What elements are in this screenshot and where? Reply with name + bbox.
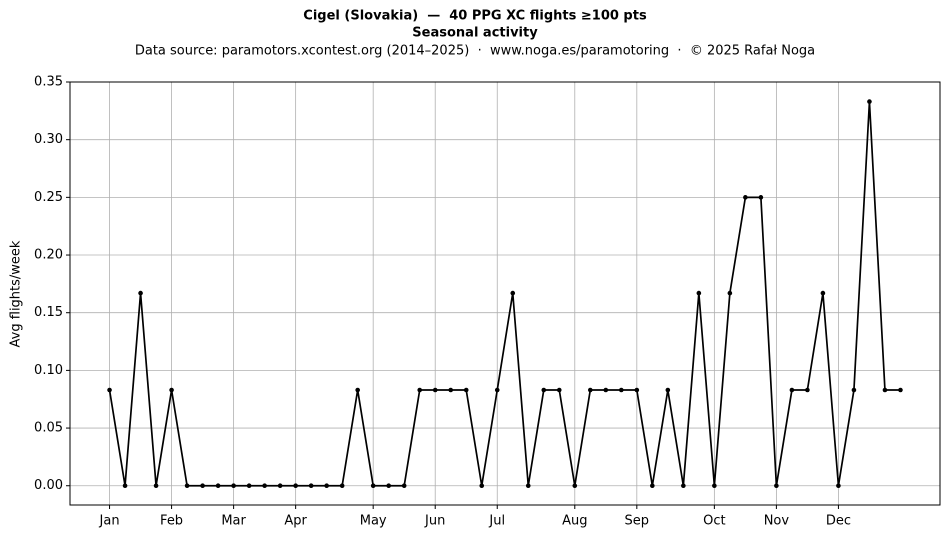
data-point — [386, 483, 391, 489]
data-point — [246, 483, 252, 489]
data-point — [681, 483, 686, 489]
x-tick-label: Dec — [826, 514, 851, 529]
data-point — [634, 387, 640, 393]
x-tick-label: Oct — [703, 514, 725, 529]
data-point — [153, 483, 159, 489]
data-point — [587, 387, 593, 393]
x-tick-label: Jan — [99, 514, 120, 529]
x-tick-label: Apr — [284, 514, 307, 529]
data-point — [370, 483, 376, 489]
y-tick-label: 0.30 — [34, 132, 63, 147]
data-point — [293, 483, 298, 489]
data-point — [308, 483, 314, 489]
data-point — [712, 483, 717, 489]
data-line — [108, 101, 901, 487]
y-tick-label: 0.35 — [34, 75, 63, 90]
data-point — [494, 387, 500, 393]
data-point — [432, 387, 438, 393]
y-tick-label: 0.20 — [34, 248, 63, 263]
y-axis-label: Avg flights/week — [9, 240, 24, 347]
data-point — [758, 195, 764, 200]
data-point — [727, 290, 733, 296]
data-point — [820, 290, 826, 296]
chart-source: Data source: paramotors.xcontest.org (20… — [135, 44, 815, 59]
data-point — [556, 387, 562, 393]
data-point — [262, 483, 267, 489]
data-point — [355, 387, 360, 393]
y-tick-label: 0.05 — [34, 421, 63, 436]
data-point — [169, 387, 174, 393]
data-point — [510, 290, 516, 296]
data-point — [215, 483, 221, 489]
x-tick-label: Aug — [562, 514, 587, 529]
data-point — [774, 483, 779, 489]
plot-frame — [69, 81, 941, 506]
data-point — [805, 387, 810, 393]
data-point — [851, 387, 857, 393]
data-point — [231, 483, 236, 489]
data-point — [138, 290, 143, 296]
data-point — [417, 387, 423, 393]
data-point — [184, 483, 190, 489]
data-point — [603, 387, 609, 393]
x-tick-label: Sep — [625, 514, 650, 529]
data-point — [339, 483, 345, 489]
x-tick-label: Jun — [424, 514, 445, 529]
data-point — [619, 387, 624, 393]
y-tick-label: 0.10 — [34, 363, 63, 378]
data-point — [898, 387, 903, 393]
data-point — [541, 387, 547, 393]
chart-subtitle: Seasonal activity — [412, 26, 538, 41]
x-tick-label: May — [360, 514, 387, 529]
data-point — [200, 483, 205, 489]
data-point — [525, 483, 531, 489]
chart-title: Cigel (Slovakia) — 40 PPG XC flights ≥10… — [303, 9, 647, 24]
y-tick-label: 0.15 — [34, 305, 63, 320]
data-point — [743, 195, 748, 200]
data-point — [789, 387, 795, 393]
data-point — [650, 483, 655, 489]
y-tick-label: 0.00 — [34, 478, 63, 493]
x-tick-label: Jul — [488, 514, 505, 529]
x-tick-label: Feb — [160, 514, 183, 529]
data-point — [665, 387, 671, 393]
x-tick-label: Nov — [764, 514, 790, 529]
data-point — [277, 483, 283, 489]
data-point — [479, 483, 485, 489]
data-point — [107, 387, 112, 393]
data-point — [572, 483, 578, 489]
data-point — [122, 483, 128, 489]
x-tick-label: Mar — [221, 514, 246, 529]
data-point — [836, 483, 841, 489]
data-point — [463, 387, 469, 393]
y-tick-label: 0.25 — [34, 190, 63, 205]
data-point — [324, 483, 329, 489]
data-point — [867, 99, 872, 104]
data-point — [696, 290, 702, 296]
data-point — [401, 483, 407, 489]
data-point — [448, 387, 454, 393]
data-point — [882, 387, 888, 393]
